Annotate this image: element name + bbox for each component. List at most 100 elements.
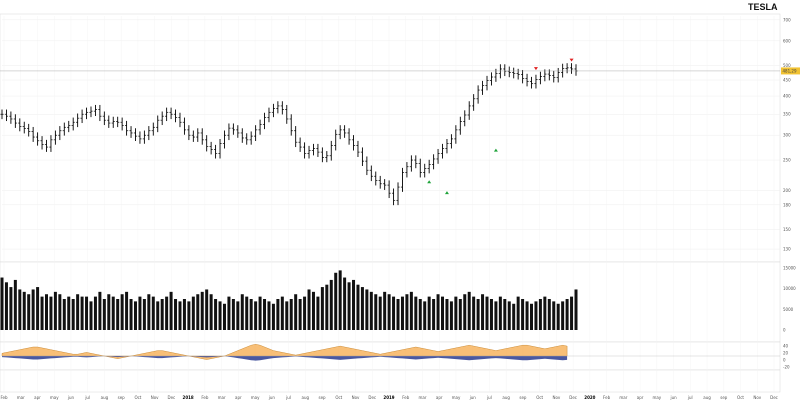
time-tick-label: Nov: [151, 395, 159, 400]
volume-tick-label: 5000: [783, 307, 794, 312]
volume-bar: [89, 301, 93, 330]
price-bars: [0, 63, 780, 206]
volume-bar: [494, 301, 498, 330]
volume-bar: [138, 296, 142, 330]
oscillator-area-positive: [1, 344, 568, 360]
volume-bar: [133, 301, 137, 330]
last-price-badge: [781, 67, 800, 75]
volume-bar: [9, 287, 13, 330]
time-tick-label: apr: [637, 395, 644, 400]
time-tick-label: mar: [619, 395, 627, 400]
volume-bar: [49, 296, 53, 330]
volume-bar: [360, 287, 364, 330]
volume-bar: [432, 299, 436, 330]
volume-bar: [58, 294, 62, 330]
price-panel-bg: [0, 13, 781, 263]
volume-bar: [374, 294, 378, 330]
volume-bar: [423, 301, 427, 330]
price-tick-label: 200: [783, 188, 791, 193]
volume-bar: [303, 296, 307, 330]
time-tick-label: sep: [720, 395, 728, 400]
volume-bar: [160, 299, 164, 330]
oscillator-axis: 40 20 0 -20: [783, 344, 790, 370]
oscillator-tick-label: 40: [783, 344, 789, 349]
volume-bar: [392, 296, 396, 330]
volume-bar: [449, 301, 453, 330]
volume-bar: [31, 289, 35, 330]
volume-bar: [498, 296, 502, 330]
volume-bar: [98, 291, 102, 330]
volume-bar: [418, 299, 422, 330]
time-tick-label: jun: [669, 395, 677, 400]
volume-bar: [285, 301, 289, 330]
volume-bar: [512, 303, 516, 330]
price-tick-label: 250: [783, 158, 791, 163]
price-axis: 130 150 180 200 250 300 350 400 450 500 600 700: [783, 17, 791, 251]
time-tick-label: Dec: [368, 395, 376, 400]
volume-bar: [547, 299, 551, 330]
volume-bar: [329, 279, 333, 330]
volume-tick-label: 0: [783, 328, 786, 333]
volume-bar: [516, 296, 520, 330]
time-tick-label: may: [251, 395, 260, 400]
volume-bar: [503, 299, 507, 330]
volume-bar: [538, 299, 542, 330]
volume-bar: [414, 296, 418, 330]
price-tick-label: 130: [783, 247, 791, 252]
volume-bar: [565, 299, 569, 330]
volume-bar: [334, 272, 338, 330]
time-tick-label: jun: [67, 395, 75, 400]
time-tick-label: Feb: [402, 395, 410, 400]
buy-arrow: [493, 148, 498, 152]
volume-bar: [71, 299, 75, 330]
time-tick-label: Nov: [753, 395, 761, 400]
bottom-strip-bg: [0, 369, 781, 393]
time-tick-label: Feb: [201, 395, 209, 400]
volume-bar: [458, 299, 462, 330]
volume-bar: [249, 299, 253, 330]
volume-bar: [352, 279, 356, 330]
volume-bar: [102, 299, 106, 330]
time-tick-label: jul: [687, 395, 693, 400]
volume-bar: [445, 299, 449, 330]
time-tick-label: apr: [34, 395, 41, 400]
time-tick-label: jun: [268, 395, 276, 400]
volume-bar: [356, 284, 360, 330]
volume-bar: [463, 294, 467, 330]
volume-bar: [227, 296, 231, 330]
volume-bar: [120, 294, 124, 330]
volume-bar: [320, 287, 324, 330]
time-tick-label: Oct: [536, 395, 543, 400]
volume-bar: [151, 296, 155, 330]
volume-bar: [18, 289, 22, 330]
volume-bar: [129, 299, 133, 330]
time-tick-label: jul: [486, 395, 492, 400]
time-tick-label: apr: [436, 395, 443, 400]
time-tick-label: 2018: [183, 395, 194, 400]
time-tick-label: mar: [17, 395, 25, 400]
time-tick-label: sep: [318, 395, 326, 400]
volume-bar: [369, 291, 373, 330]
volume-bar: [231, 299, 235, 330]
volume-bar: [196, 294, 200, 330]
volume-bar: [22, 291, 26, 330]
volume-bar: [209, 294, 213, 330]
oscillator-tick-label: -20: [783, 365, 790, 370]
time-tick-label: aug: [101, 395, 109, 400]
time-tick-label: mar: [218, 395, 226, 400]
last-price-marker: 481,29: [781, 67, 800, 75]
volume-bar: [298, 299, 302, 330]
time-tick-label: jul: [285, 395, 291, 400]
volume-bar: [556, 303, 560, 330]
volume-bar: [521, 299, 525, 330]
volume-bar: [441, 296, 445, 330]
volume-bar: [165, 296, 169, 330]
price-tick-label: 450: [783, 78, 791, 83]
volume-bar: [271, 303, 275, 330]
volume-bar: [13, 279, 17, 330]
time-tick-label: mar: [418, 395, 426, 400]
volume-bar: [236, 301, 240, 330]
volume-bar: [0, 277, 4, 330]
volume-bar: [396, 299, 400, 330]
